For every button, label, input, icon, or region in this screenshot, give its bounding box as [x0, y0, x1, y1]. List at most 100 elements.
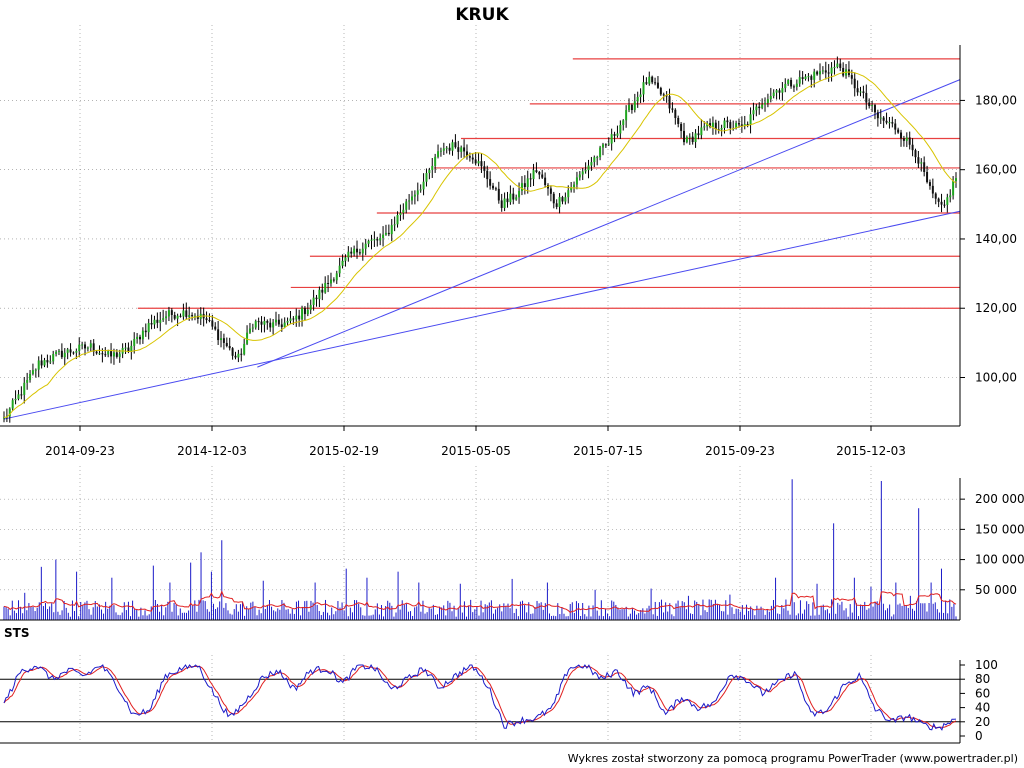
price-candle-body: [781, 88, 784, 93]
price-candle-body: [723, 120, 726, 128]
price-candle-body: [764, 102, 767, 105]
price-candle-body: [685, 137, 688, 143]
price-candle-body: [804, 76, 807, 80]
price-candle-body: [480, 161, 483, 167]
price-candle-body: [526, 178, 529, 188]
price-candle-body: [384, 232, 387, 235]
price-candle-body: [497, 188, 500, 201]
price-candle-body: [205, 318, 208, 321]
price-candle-body: [897, 129, 900, 133]
price-candle-body: [55, 351, 58, 355]
price-candle-body: [573, 184, 576, 188]
price-candle-body: [619, 125, 622, 134]
price-candle-body: [222, 338, 225, 343]
price-candle-body: [755, 106, 758, 111]
price-candle-body: [622, 120, 625, 126]
price-candle-body: [798, 77, 801, 84]
price-candle-body: [353, 248, 356, 254]
volume-y-tick-label: 100 000: [975, 553, 1024, 567]
price-candle-body: [34, 369, 37, 371]
price-candle-body: [920, 162, 923, 164]
price-candle-body: [260, 321, 263, 325]
price-candle-body: [471, 157, 474, 160]
price-y-tick-label: 140,00: [975, 232, 1017, 246]
price-candle-body: [662, 94, 665, 96]
price-candle-body: [243, 343, 246, 355]
price-candle-body: [280, 324, 283, 328]
price-candle-body: [709, 123, 712, 127]
price-candle-body: [790, 80, 793, 87]
price-candle-body: [457, 147, 460, 152]
price-candle-body: [361, 248, 364, 254]
price-candle-body: [636, 97, 639, 102]
price-candle-body: [520, 183, 523, 191]
price-candle-body: [813, 71, 816, 80]
price-candle-body: [873, 105, 876, 113]
price-candle-body: [445, 147, 448, 149]
date-x-tick-label: 2015-02-19: [309, 444, 379, 458]
price-candle-body: [558, 197, 561, 207]
price-candle-body: [37, 360, 40, 370]
price-candle-body: [43, 360, 46, 366]
price-candle-body: [587, 165, 590, 171]
price-candle-body: [529, 178, 532, 180]
price-candle-body: [917, 157, 920, 164]
price-candle-body: [370, 239, 373, 241]
price-candle-body: [382, 234, 385, 239]
price-candle-body: [31, 370, 34, 374]
price-candle-body: [859, 91, 862, 93]
price-candle-body: [225, 342, 228, 347]
price-candle-body: [561, 197, 564, 202]
price-candle-body: [428, 169, 431, 174]
price-candle-body: [778, 90, 781, 93]
price-candle-body: [344, 257, 347, 261]
price-candle-body: [949, 195, 952, 198]
price-candle-body: [656, 82, 659, 88]
price-candle-body: [451, 142, 454, 151]
price-candle-body: [341, 260, 344, 266]
price-candle-body: [413, 194, 416, 197]
price-candle-body: [20, 394, 23, 396]
price-candle-body: [321, 289, 324, 293]
price-candle-body: [630, 104, 633, 111]
price-candle-body: [118, 353, 121, 357]
price-candle-body: [29, 373, 32, 380]
price-candle-body: [228, 346, 231, 349]
price-candle-body: [648, 76, 651, 84]
price-candle-body: [104, 354, 107, 356]
price-candle-body: [364, 243, 367, 249]
price-candle-body: [827, 72, 830, 74]
price-candle-body: [740, 124, 743, 126]
price-candle-body: [411, 196, 413, 201]
price-candle-body: [714, 122, 717, 130]
sts-fast-line: [3, 663, 957, 731]
price-y-tick-label: 100,00: [975, 371, 1017, 385]
price-candle-body: [127, 347, 130, 352]
date-x-tick-label: 2014-12-03: [177, 444, 247, 458]
date-x-ticks: 2014-09-23 2014-12-03 2015-02-19 2015-05-05…: [45, 426, 906, 458]
price-candle-body: [208, 320, 211, 322]
price-candle-body: [376, 239, 379, 241]
sts-reference-lines: [0, 678, 960, 723]
price-candle-body: [850, 75, 853, 79]
price-candle-body: [254, 321, 257, 328]
price-candle-body: [329, 279, 332, 284]
price-candle-body: [144, 330, 147, 333]
price-candle-body: [795, 83, 798, 87]
price-candle-body: [891, 122, 894, 124]
price-candle-body: [749, 114, 752, 126]
price-candle-body: [179, 315, 182, 317]
price-candle-body: [373, 239, 376, 241]
price-candle-body: [735, 123, 738, 129]
price-candle-body: [52, 354, 55, 362]
price-candle-body: [518, 190, 521, 198]
price-candle-body: [578, 174, 581, 178]
price-candle-body: [581, 171, 584, 175]
price-candle-body: [720, 127, 723, 130]
price-candle-body: [3, 417, 5, 419]
price-candle-body: [17, 394, 20, 399]
price-candle-body: [153, 319, 156, 325]
price-candle-body: [688, 136, 691, 138]
price-candle-body: [303, 307, 306, 315]
